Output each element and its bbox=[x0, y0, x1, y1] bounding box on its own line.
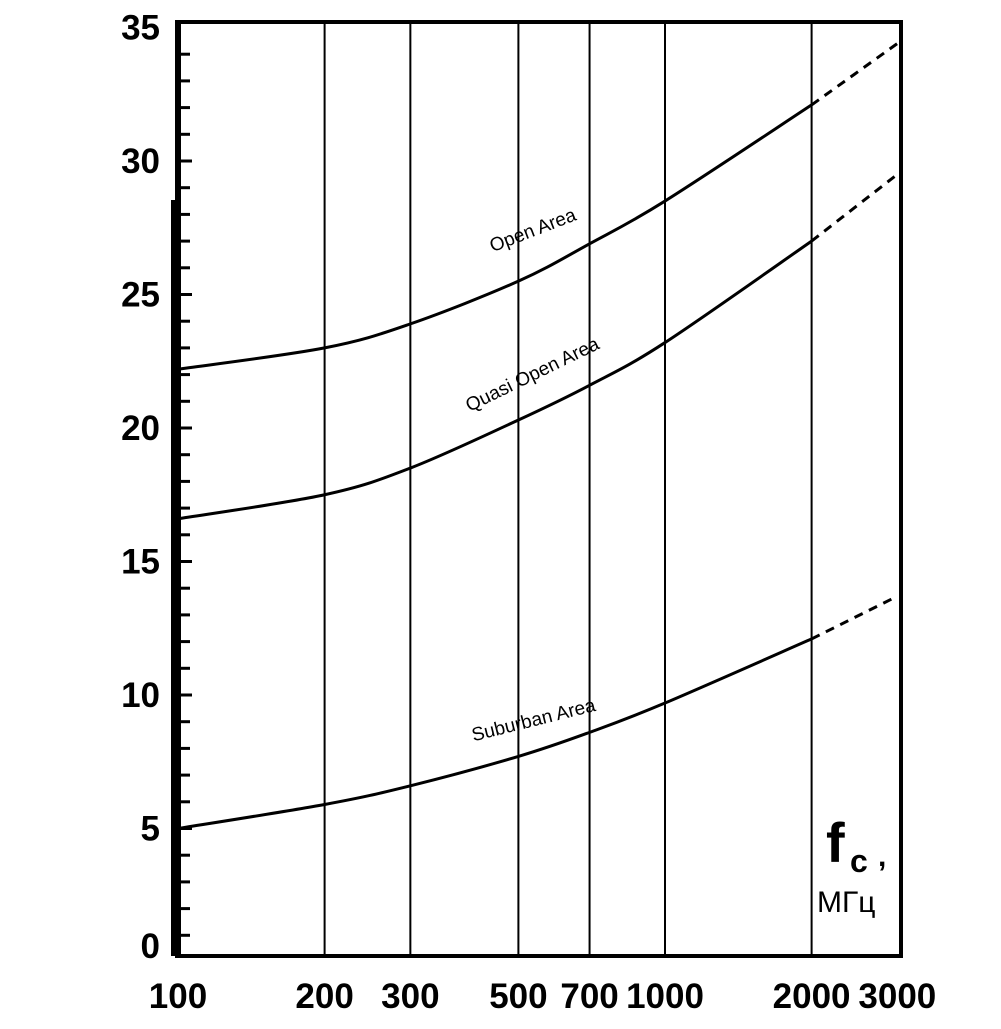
curve-open-area-extrapolated bbox=[810, 42, 899, 107]
curve-label-open-area: Open Area bbox=[487, 205, 580, 257]
x-axis-label-comma: , bbox=[878, 840, 886, 873]
x-axis-unit: МГц bbox=[817, 886, 875, 919]
x-tick-label: 2000 bbox=[773, 977, 851, 1016]
x-axis-label-f: f bbox=[826, 811, 845, 874]
y-tick-label: 30 bbox=[121, 142, 160, 181]
y-tick-label: 0 bbox=[141, 927, 160, 966]
curve-label-quasi-open-area: Quasi Open Area bbox=[462, 333, 603, 416]
curve-label-suburban-area: Suburban Area bbox=[470, 695, 599, 746]
x-tick-label: 3000 bbox=[858, 977, 936, 1016]
curve-suburban-area-extrapolated bbox=[810, 594, 899, 641]
x-axis-label-sub: c bbox=[850, 843, 868, 879]
x-tick-label: 200 bbox=[295, 977, 353, 1016]
y-tick-label: 35 bbox=[121, 9, 160, 48]
x-tick-label: 700 bbox=[560, 977, 618, 1016]
curve-suburban-area bbox=[177, 637, 813, 830]
y-tick-label: 5 bbox=[141, 810, 160, 849]
x-tick-label: 300 bbox=[381, 977, 439, 1016]
y-tick-label: 20 bbox=[121, 409, 160, 448]
y-tick-label: 15 bbox=[121, 543, 160, 582]
y-tick-label: 10 bbox=[121, 676, 160, 715]
x-tick-label: 100 bbox=[149, 977, 207, 1016]
curve-quasi-open-area bbox=[177, 239, 813, 521]
curve-quasi-open-area-extrapolated bbox=[810, 173, 899, 243]
x-tick-label: 1000 bbox=[626, 977, 704, 1016]
x-axis-label: f c , МГц bbox=[817, 811, 886, 919]
x-tick-label: 500 bbox=[489, 977, 547, 1016]
curve-open-area bbox=[177, 103, 813, 371]
y-tick-label: 25 bbox=[121, 276, 160, 315]
